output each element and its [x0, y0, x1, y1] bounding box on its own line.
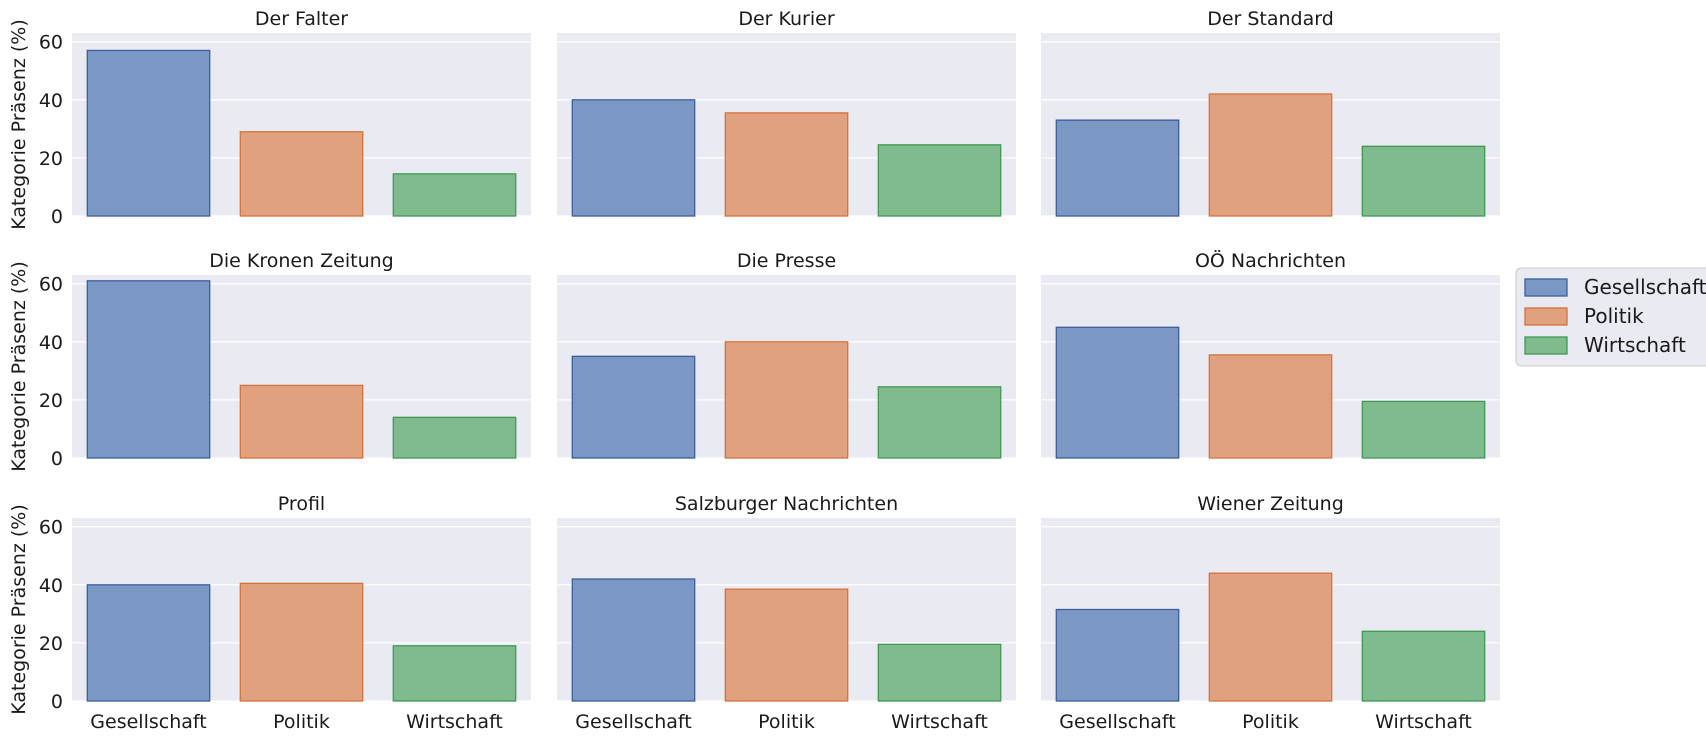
panel-1: Der Kurier	[557, 8, 1016, 217]
panel-5: OÖ Nachrichten	[1041, 249, 1500, 459]
panel-title: Wiener Zeitung	[1197, 493, 1344, 515]
y-tick-label: 60	[39, 32, 63, 54]
legend-swatch-wirtschaft	[1524, 336, 1568, 355]
y-tick-label: 0	[51, 206, 63, 228]
bar-politik	[724, 341, 849, 459]
bar-politik	[1208, 572, 1333, 702]
bar-wirtschaft	[1361, 400, 1486, 459]
bar-politik	[724, 112, 849, 217]
panel-6: Profil 0 20 40 60 Kategorie Präsenz (%) Gesell…	[8, 493, 531, 733]
legend-swatch-gesellschaft	[1524, 278, 1568, 297]
panel-title: Profil	[278, 493, 325, 515]
bar-gesellschaft	[571, 355, 696, 459]
legend-label-gesellschaft: Gesellschaft	[1584, 275, 1706, 299]
y-tick-label: 60	[39, 274, 63, 296]
x-tick-label: Gesellschaft	[90, 711, 206, 733]
bar-politik	[239, 131, 364, 217]
bar-politik	[1208, 354, 1333, 459]
legend-swatch-politik	[1524, 307, 1568, 326]
panel-title: Salzburger Nachrichten	[675, 493, 898, 515]
bar-politik	[724, 588, 849, 702]
x-tick-label: Politik	[1242, 711, 1299, 733]
bar-gesellschaft	[571, 578, 696, 702]
y-tick-label: 40	[39, 90, 63, 112]
legend: Gesellschaft Politik Wirtschaft	[1515, 267, 1706, 367]
panel-title: OÖ Nachrichten	[1195, 249, 1346, 272]
x-tick-label: Politik	[273, 711, 330, 733]
panel-0: Der Falter 0 20 40 60 Kategorie Präsenz (%)	[8, 8, 531, 230]
y-tick-label: 20	[39, 390, 63, 412]
x-tick-label: Wirtschaft	[406, 711, 503, 733]
panel-7: Salzburger Nachrichten Gesellschaft Politi…	[557, 493, 1016, 733]
panel-4: Die Presse	[557, 250, 1016, 459]
y-tick-label: 0	[51, 691, 63, 713]
bar-wirtschaft	[392, 173, 517, 217]
x-tick-label: Wirtschaft	[891, 711, 988, 733]
y-tick-label: 40	[39, 332, 63, 354]
y-tick-label: 20	[39, 633, 63, 655]
panel-8: Wiener Zeitung Gesellschaft Politik Wirtsch…	[1041, 493, 1500, 733]
panel-2: Der Standard	[1041, 8, 1500, 217]
panel-title: Die Presse	[737, 250, 836, 272]
y-tick-label: 40	[39, 575, 63, 597]
panel-title: Der Kurier	[738, 8, 835, 30]
x-tick-label: Gesellschaft	[575, 711, 691, 733]
bar-wirtschaft	[392, 416, 517, 459]
bar-wirtschaft	[877, 144, 1002, 217]
bar-gesellschaft	[1055, 326, 1180, 459]
y-tick-label: 60	[39, 517, 63, 539]
bar-politik	[1208, 93, 1333, 217]
bar-wirtschaft	[392, 645, 517, 702]
panel-title: Der Standard	[1207, 8, 1334, 30]
bar-gesellschaft	[1055, 119, 1180, 217]
y-axis-label: Kategorie Präsenz (%)	[8, 504, 30, 715]
y-axis-label: Kategorie Präsenz (%)	[8, 19, 30, 230]
bar-wirtschaft	[877, 643, 1002, 702]
panel-3: Die Kronen Zeitung 0 20 40 60 Kategorie Präse…	[8, 250, 531, 472]
bar-wirtschaft	[1361, 145, 1486, 217]
bar-gesellschaft	[86, 280, 211, 459]
bar-wirtschaft	[877, 386, 1002, 459]
legend-label-politik: Politik	[1584, 304, 1644, 328]
x-tick-label: Wirtschaft	[1375, 711, 1472, 733]
bar-gesellschaft	[86, 49, 211, 217]
y-tick-label: 0	[51, 448, 63, 470]
panel-title: Der Falter	[255, 8, 348, 30]
bar-gesellschaft	[571, 99, 696, 217]
panel-title: Die Kronen Zeitung	[209, 250, 394, 272]
x-tick-label: Gesellschaft	[1059, 711, 1175, 733]
bar-politik	[239, 582, 364, 702]
y-tick-label: 20	[39, 148, 63, 170]
x-tick-label: Politik	[758, 711, 815, 733]
legend-label-wirtschaft: Wirtschaft	[1584, 333, 1686, 357]
y-axis-label: Kategorie Präsenz (%)	[8, 261, 30, 472]
bar-gesellschaft	[1055, 608, 1180, 702]
bar-wirtschaft	[1361, 630, 1486, 702]
bar-politik	[239, 384, 364, 459]
bar-gesellschaft	[86, 584, 211, 702]
